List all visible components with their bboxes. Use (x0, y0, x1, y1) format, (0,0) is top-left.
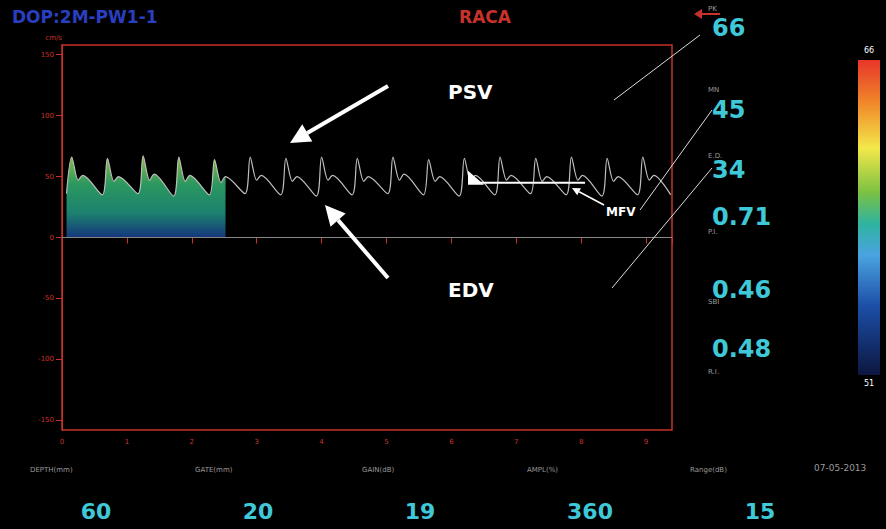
svg-text:-100: -100 (38, 355, 54, 363)
svg-text:100: 100 (41, 112, 54, 120)
svg-text:8: 8 (579, 438, 583, 446)
svg-text:AMPL(%): AMPL(%) (527, 466, 558, 474)
svg-text:34: 34 (712, 156, 745, 184)
svg-text:P.I.: P.I. (708, 227, 718, 236)
svg-text:20: 20 (243, 499, 274, 524)
svg-text:GATE(mm): GATE(mm) (195, 466, 233, 474)
svg-text:RACA: RACA (459, 7, 512, 27)
svg-text:5: 5 (384, 438, 388, 446)
svg-text:PSV: PSV (448, 80, 493, 104)
svg-text:R.I.: R.I. (708, 368, 719, 376)
svg-text:PK: PK (708, 5, 717, 13)
svg-text:1: 1 (125, 438, 129, 446)
svg-text:0.46: 0.46 (712, 276, 771, 304)
svg-text:MFV: MFV (606, 205, 636, 219)
svg-text:0: 0 (50, 234, 54, 242)
svg-text:DEPTH(mm): DEPTH(mm) (30, 466, 73, 474)
svg-text:0: 0 (60, 438, 64, 446)
svg-text:0.48: 0.48 (712, 335, 771, 363)
svg-text:9: 9 (644, 438, 648, 446)
svg-text:EDV: EDV (448, 278, 494, 302)
svg-text:6: 6 (449, 438, 454, 446)
svg-text:GAIN(dB): GAIN(dB) (362, 466, 394, 474)
svg-text:66: 66 (864, 46, 874, 55)
svg-text:cm/s: cm/s (45, 34, 62, 42)
svg-text:2: 2 (190, 438, 194, 446)
svg-text:150: 150 (41, 51, 54, 59)
svg-text:7: 7 (514, 438, 518, 446)
svg-text:MN: MN (708, 86, 719, 94)
svg-text:50: 50 (45, 173, 54, 181)
svg-text:Range(dB): Range(dB) (690, 466, 727, 474)
svg-text:45: 45 (712, 96, 745, 124)
svg-text:66: 66 (712, 14, 745, 42)
svg-text:51: 51 (864, 379, 874, 388)
svg-text:-50: -50 (43, 294, 54, 302)
svg-text:3: 3 (254, 438, 258, 446)
svg-text:360: 360 (567, 499, 613, 524)
svg-text:60: 60 (81, 499, 112, 524)
svg-text:0.71: 0.71 (712, 203, 771, 231)
svg-text:07-05-2013: 07-05-2013 (814, 463, 866, 473)
svg-text:4: 4 (319, 438, 324, 446)
svg-text:15: 15 (745, 499, 776, 524)
svg-text:DOP:2M-PW1-1: DOP:2M-PW1-1 (12, 7, 158, 27)
svg-text:19: 19 (405, 499, 436, 524)
svg-text:-150: -150 (38, 416, 54, 424)
